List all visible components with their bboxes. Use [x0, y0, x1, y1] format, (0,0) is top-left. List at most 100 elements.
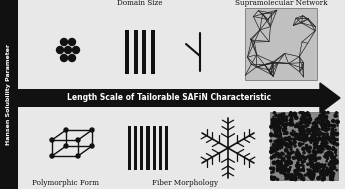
Circle shape: [325, 136, 329, 140]
Circle shape: [336, 120, 339, 123]
Circle shape: [270, 147, 273, 150]
Circle shape: [289, 166, 291, 168]
Circle shape: [302, 178, 305, 180]
Circle shape: [279, 169, 281, 171]
Circle shape: [299, 153, 300, 155]
Circle shape: [312, 151, 314, 152]
Circle shape: [334, 143, 336, 145]
Circle shape: [289, 143, 292, 145]
Circle shape: [324, 175, 325, 177]
Circle shape: [315, 119, 317, 121]
Circle shape: [332, 148, 335, 150]
Circle shape: [297, 136, 300, 139]
Circle shape: [283, 127, 287, 130]
Circle shape: [273, 177, 276, 180]
Circle shape: [321, 146, 324, 149]
Circle shape: [278, 141, 281, 145]
Circle shape: [326, 146, 329, 149]
Circle shape: [335, 132, 338, 136]
Circle shape: [282, 123, 285, 126]
Circle shape: [280, 148, 281, 149]
Circle shape: [324, 126, 326, 128]
Circle shape: [308, 114, 310, 116]
Circle shape: [69, 39, 76, 46]
Circle shape: [273, 155, 276, 158]
Circle shape: [324, 177, 325, 179]
Circle shape: [298, 174, 299, 175]
Circle shape: [336, 139, 338, 140]
Circle shape: [314, 170, 316, 172]
Circle shape: [293, 114, 294, 115]
Circle shape: [272, 177, 275, 180]
Circle shape: [277, 161, 278, 163]
Circle shape: [302, 139, 303, 140]
Circle shape: [321, 149, 323, 151]
Circle shape: [291, 177, 292, 178]
Circle shape: [333, 141, 336, 144]
Circle shape: [333, 148, 334, 149]
Circle shape: [308, 118, 312, 121]
Circle shape: [305, 139, 307, 141]
Circle shape: [315, 146, 317, 148]
Circle shape: [279, 133, 282, 135]
Circle shape: [321, 145, 324, 149]
Circle shape: [335, 159, 338, 163]
Circle shape: [276, 165, 278, 167]
Circle shape: [274, 144, 276, 146]
Circle shape: [301, 116, 303, 117]
Circle shape: [90, 144, 94, 148]
Circle shape: [284, 133, 285, 134]
Circle shape: [270, 150, 273, 153]
Circle shape: [278, 117, 281, 121]
Circle shape: [310, 136, 312, 138]
Circle shape: [90, 128, 94, 132]
Circle shape: [273, 129, 275, 130]
Circle shape: [327, 136, 328, 137]
Circle shape: [285, 119, 287, 122]
Bar: [142, 30, 146, 74]
Circle shape: [316, 170, 318, 172]
Circle shape: [313, 175, 314, 177]
Circle shape: [282, 138, 283, 139]
Bar: [165, 126, 168, 170]
Circle shape: [297, 152, 299, 154]
Circle shape: [335, 114, 337, 116]
Text: Polymorphic Form: Polymorphic Form: [31, 179, 99, 187]
Circle shape: [328, 138, 332, 142]
Circle shape: [270, 140, 272, 142]
Circle shape: [295, 124, 298, 127]
Circle shape: [272, 119, 274, 121]
Circle shape: [275, 153, 278, 156]
Circle shape: [331, 156, 334, 160]
Circle shape: [281, 153, 283, 154]
Circle shape: [316, 139, 319, 142]
Circle shape: [316, 150, 319, 153]
Circle shape: [321, 173, 322, 174]
Circle shape: [276, 160, 279, 164]
Circle shape: [280, 119, 281, 120]
Circle shape: [317, 118, 319, 120]
Circle shape: [326, 170, 327, 171]
Circle shape: [300, 128, 302, 130]
Circle shape: [307, 120, 310, 123]
Circle shape: [318, 148, 322, 152]
Circle shape: [276, 125, 278, 128]
Circle shape: [278, 135, 282, 138]
Circle shape: [337, 125, 338, 126]
Circle shape: [321, 128, 323, 130]
Circle shape: [335, 134, 337, 136]
Circle shape: [304, 113, 306, 115]
Circle shape: [327, 170, 328, 172]
Circle shape: [279, 120, 281, 122]
Circle shape: [312, 164, 314, 165]
Bar: [140, 126, 144, 170]
Circle shape: [295, 116, 297, 119]
Circle shape: [302, 177, 304, 180]
Circle shape: [313, 155, 316, 159]
Circle shape: [295, 152, 298, 155]
Circle shape: [272, 161, 276, 164]
Bar: [18, 89, 320, 107]
Circle shape: [308, 174, 309, 176]
Circle shape: [297, 125, 299, 128]
Text: Hansen Solubility Parameter: Hansen Solubility Parameter: [7, 44, 11, 145]
